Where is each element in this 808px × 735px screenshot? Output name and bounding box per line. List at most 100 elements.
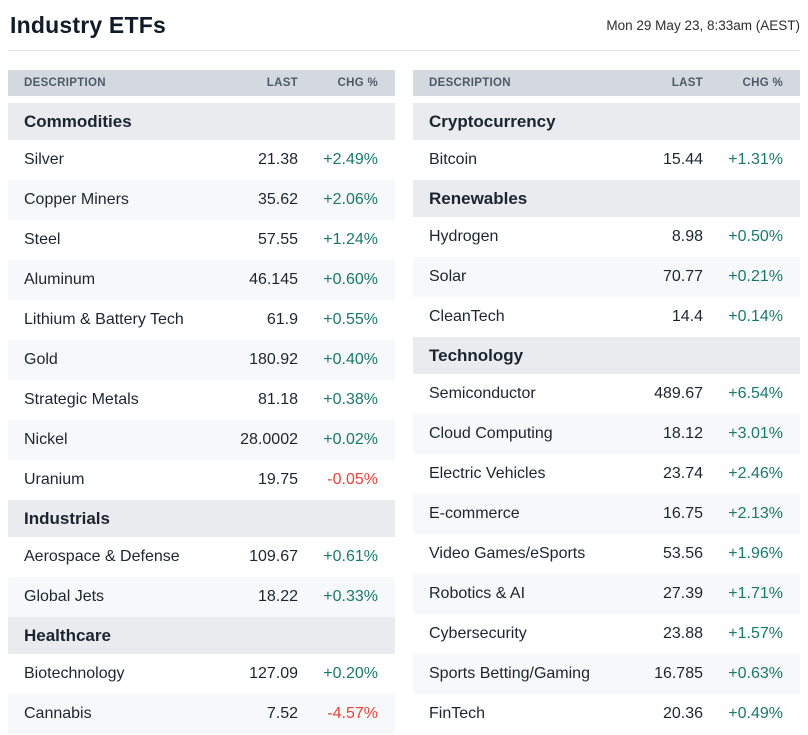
description-cell: Cybersecurity [429,625,527,642]
description-cell: Sports Betting/Gaming [429,665,590,682]
table-row[interactable]: Gold 180.92 +0.40% [8,340,395,380]
table-row[interactable]: Sports Betting/Gaming 16.785 +0.63% [413,654,800,694]
last-cell: 14.4 [671,308,703,325]
last-cell: 70.77 [662,268,703,285]
header-divider [8,50,800,51]
description-cell: CleanTech [429,308,505,325]
table-row[interactable]: Cybersecurity 23.88 +1.57% [413,614,800,654]
table-row[interactable]: Semiconductor 489.67 +6.54% [413,374,800,414]
table-row[interactable]: Copper Miners 35.62 +2.06% [8,180,395,220]
description-cell: Semiconductor [429,385,536,402]
column-header-description: DESCRIPTION [429,77,511,89]
section-header: Industrials [8,500,395,537]
last-cell: 8.98 [671,228,703,245]
section-header: Commodities [8,103,395,140]
table-row[interactable]: Global Jets 18.22 +0.33% [8,577,395,617]
chg-cell: +2.49% [323,151,378,168]
description-cell: Uranium [24,471,85,488]
table-row[interactable]: Solar 70.77 +0.21% [413,257,800,297]
chg-cell: +3.01% [728,425,783,442]
description-cell: Silver [24,151,65,168]
last-cell: 21.38 [257,151,298,168]
last-cell: 27.39 [662,585,703,602]
description-cell: Steel [24,231,61,248]
last-cell: 16.785 [654,665,703,682]
table-row[interactable]: Silver 21.38 +2.49% [8,140,395,180]
description-cell: Biotechnology [24,665,125,682]
description-cell: Global Jets [24,588,105,605]
timestamp: Mon 29 May 23, 8:33am (AEST) [606,17,800,33]
etf-table: DESCRIPTION LAST CHG % Commodities Silver 21.… [8,70,395,734]
section-name: Renewables [429,188,528,208]
table-row[interactable]: Nickel 28.0002 +0.02% [8,420,395,460]
description-cell: E-commerce [429,505,520,522]
description-cell: Robotics & AI [429,585,526,602]
table-row[interactable]: Strategic Metals 81.18 +0.38% [8,380,395,420]
table-row[interactable]: Uranium 19.75 -0.05% [8,460,395,500]
description-cell: Copper Miners [24,191,129,208]
chg-cell: +6.54% [728,385,783,402]
last-cell: 61.9 [266,311,298,328]
column-header-last: LAST [671,77,703,89]
chg-cell: +0.20% [323,665,378,682]
table-row[interactable]: E-commerce 16.75 +2.13% [413,494,800,534]
chg-cell: +0.61% [323,548,378,565]
chg-cell: +2.06% [323,191,378,208]
table-row[interactable]: Cannabis 7.52 -4.57% [8,694,395,734]
chg-cell: +0.63% [728,665,783,682]
last-cell: 18.22 [257,588,298,605]
last-cell: 23.74 [662,465,703,482]
chg-cell: -4.57% [327,705,378,722]
description-cell: Gold [24,351,58,368]
last-cell: 57.55 [257,231,298,248]
chg-cell: +0.21% [728,268,783,285]
table-row[interactable]: FinTech 20.36 +0.49% [413,694,800,734]
description-cell: Solar [429,268,467,285]
chg-cell: +0.33% [323,588,378,605]
chg-cell: +0.50% [728,228,783,245]
chg-cell: +0.40% [323,351,378,368]
table-row[interactable]: Robotics & AI 27.39 +1.71% [413,574,800,614]
chg-cell: +1.24% [323,231,378,248]
last-cell: 18.12 [662,425,703,442]
column-header-description: DESCRIPTION [24,77,106,89]
table-header: DESCRIPTION LAST CHG % [413,70,800,96]
last-cell: 35.62 [257,191,298,208]
table-row[interactable]: Hydrogen 8.98 +0.50% [413,217,800,257]
table-row[interactable]: Lithium & Battery Tech 61.9 +0.55% [8,300,395,340]
description-cell: Lithium & Battery Tech [24,311,184,328]
column-header-last: LAST [266,77,298,89]
section-name: Commodities [24,111,132,131]
last-cell: 489.67 [654,385,703,402]
section-header: Cryptocurrency [413,103,800,140]
description-cell: Electric Vehicles [429,465,546,482]
table-row[interactable]: Steel 57.55 +1.24% [8,220,395,260]
table-row[interactable]: CleanTech 14.4 +0.14% [413,297,800,337]
last-cell: 109.67 [249,548,298,565]
description-cell: Cannabis [24,705,92,722]
last-cell: 46.145 [249,271,298,288]
table-row[interactable]: Electric Vehicles 23.74 +2.46% [413,454,800,494]
table-row[interactable]: Bitcoin 15.44 +1.31% [413,140,800,180]
chg-cell: +1.31% [728,151,783,168]
section-name: Technology [429,345,524,365]
table-row[interactable]: Cloud Computing 18.12 +3.01% [413,414,800,454]
last-cell: 28.0002 [240,431,298,448]
chg-cell: +0.14% [728,308,783,325]
description-cell: Aerospace & Defense [24,548,180,565]
description-cell: Cloud Computing [429,425,553,442]
table-row[interactable]: Aluminum 46.145 +0.60% [8,260,395,300]
chg-cell: +0.55% [323,311,378,328]
description-cell: Bitcoin [429,151,478,168]
chg-cell: -0.05% [327,471,378,488]
description-cell: Hydrogen [429,228,499,245]
last-cell: 7.52 [266,705,298,722]
table-row[interactable]: Video Games/eSports 53.56 +1.96% [413,534,800,574]
last-cell: 81.18 [257,391,298,408]
last-cell: 19.75 [257,471,298,488]
table-row[interactable]: Biotechnology 127.09 +0.20% [8,654,395,694]
column-header-chg: CHG % [337,77,378,89]
last-cell: 180.92 [249,351,298,368]
table-row[interactable]: Aerospace & Defense 109.67 +0.61% [8,537,395,577]
chg-cell: +1.57% [728,625,783,642]
